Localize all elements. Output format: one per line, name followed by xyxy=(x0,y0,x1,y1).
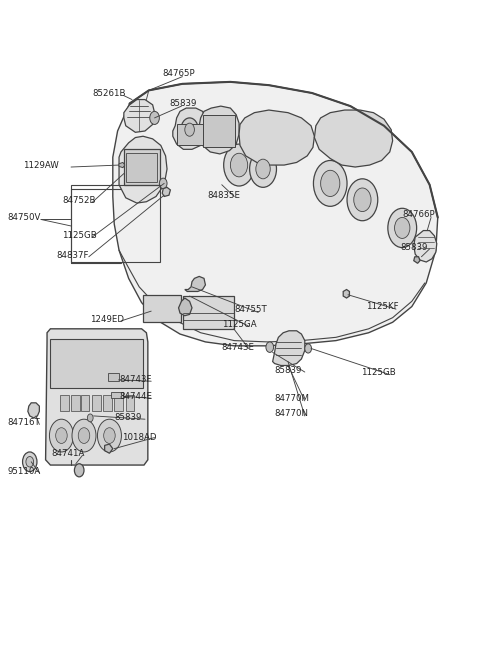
Bar xyxy=(71,395,80,411)
Polygon shape xyxy=(46,329,148,465)
Polygon shape xyxy=(119,136,167,203)
Circle shape xyxy=(230,153,248,177)
Circle shape xyxy=(97,419,121,452)
Polygon shape xyxy=(239,110,314,165)
Circle shape xyxy=(224,144,254,186)
Circle shape xyxy=(347,179,378,221)
Circle shape xyxy=(266,342,274,352)
Polygon shape xyxy=(185,276,205,291)
Circle shape xyxy=(87,414,93,422)
Text: 84755T: 84755T xyxy=(234,305,267,314)
Bar xyxy=(126,153,157,182)
Circle shape xyxy=(256,159,270,179)
Polygon shape xyxy=(414,257,420,263)
Bar xyxy=(126,395,134,411)
Circle shape xyxy=(250,151,276,187)
Text: 84835E: 84835E xyxy=(207,191,240,200)
Text: 84752B: 84752B xyxy=(62,196,96,205)
Polygon shape xyxy=(273,331,305,365)
Polygon shape xyxy=(124,100,155,132)
Polygon shape xyxy=(28,403,39,418)
Circle shape xyxy=(181,118,198,141)
Circle shape xyxy=(74,464,84,477)
Text: 84744E: 84744E xyxy=(119,392,152,401)
Circle shape xyxy=(388,208,417,248)
Text: 85839: 85839 xyxy=(275,365,302,375)
Bar xyxy=(92,395,101,411)
Text: 85839: 85839 xyxy=(114,413,142,422)
Bar xyxy=(203,115,235,147)
Polygon shape xyxy=(162,187,170,196)
Circle shape xyxy=(313,160,347,206)
Polygon shape xyxy=(113,82,438,346)
Text: 85261B: 85261B xyxy=(92,88,126,98)
Polygon shape xyxy=(343,290,349,298)
Text: 84716T: 84716T xyxy=(7,418,40,427)
Text: 1125KF: 1125KF xyxy=(366,302,398,311)
Polygon shape xyxy=(314,110,393,167)
Bar xyxy=(50,339,143,388)
Polygon shape xyxy=(414,231,437,262)
Circle shape xyxy=(23,452,37,472)
Circle shape xyxy=(354,188,371,212)
Text: 84741A: 84741A xyxy=(52,449,85,458)
Text: 1125GB: 1125GB xyxy=(62,231,97,240)
Bar xyxy=(114,395,123,411)
Circle shape xyxy=(305,344,312,353)
Circle shape xyxy=(321,170,340,196)
Text: 84743F: 84743F xyxy=(119,375,152,384)
Polygon shape xyxy=(173,108,207,149)
Circle shape xyxy=(395,217,410,238)
Text: 1129AW: 1129AW xyxy=(23,160,59,170)
Bar xyxy=(124,149,160,185)
Text: 1125GA: 1125GA xyxy=(222,320,256,329)
Text: 85839: 85839 xyxy=(401,243,428,252)
Polygon shape xyxy=(179,298,192,316)
Circle shape xyxy=(56,428,67,443)
Text: 1249ED: 1249ED xyxy=(90,315,124,324)
Bar xyxy=(60,395,69,411)
Bar xyxy=(81,395,89,411)
Bar xyxy=(108,373,119,381)
Circle shape xyxy=(49,419,73,452)
Circle shape xyxy=(104,428,115,443)
Bar xyxy=(71,185,160,262)
Text: 1125GB: 1125GB xyxy=(361,367,396,377)
Text: 95110A: 95110A xyxy=(7,467,40,476)
Bar xyxy=(143,295,181,322)
Polygon shape xyxy=(119,162,125,168)
Circle shape xyxy=(150,111,159,124)
Text: 84765P: 84765P xyxy=(162,69,195,78)
Text: 84770M: 84770M xyxy=(275,394,310,403)
Circle shape xyxy=(72,419,96,452)
Bar xyxy=(183,296,234,329)
Text: 84743E: 84743E xyxy=(222,343,255,352)
Bar xyxy=(103,395,112,411)
Bar xyxy=(177,124,203,145)
Text: 84750V: 84750V xyxy=(7,213,41,222)
Polygon shape xyxy=(105,444,113,453)
Circle shape xyxy=(78,428,90,443)
Text: 84770N: 84770N xyxy=(275,409,309,419)
Text: 84766P: 84766P xyxy=(402,210,435,219)
Polygon shape xyxy=(199,106,239,154)
Circle shape xyxy=(26,457,34,467)
Text: 1018AD: 1018AD xyxy=(122,433,157,442)
Text: 84837F: 84837F xyxy=(57,251,89,260)
Circle shape xyxy=(159,178,167,189)
Bar xyxy=(111,392,123,398)
Circle shape xyxy=(185,123,194,136)
Text: 85839: 85839 xyxy=(169,99,196,108)
